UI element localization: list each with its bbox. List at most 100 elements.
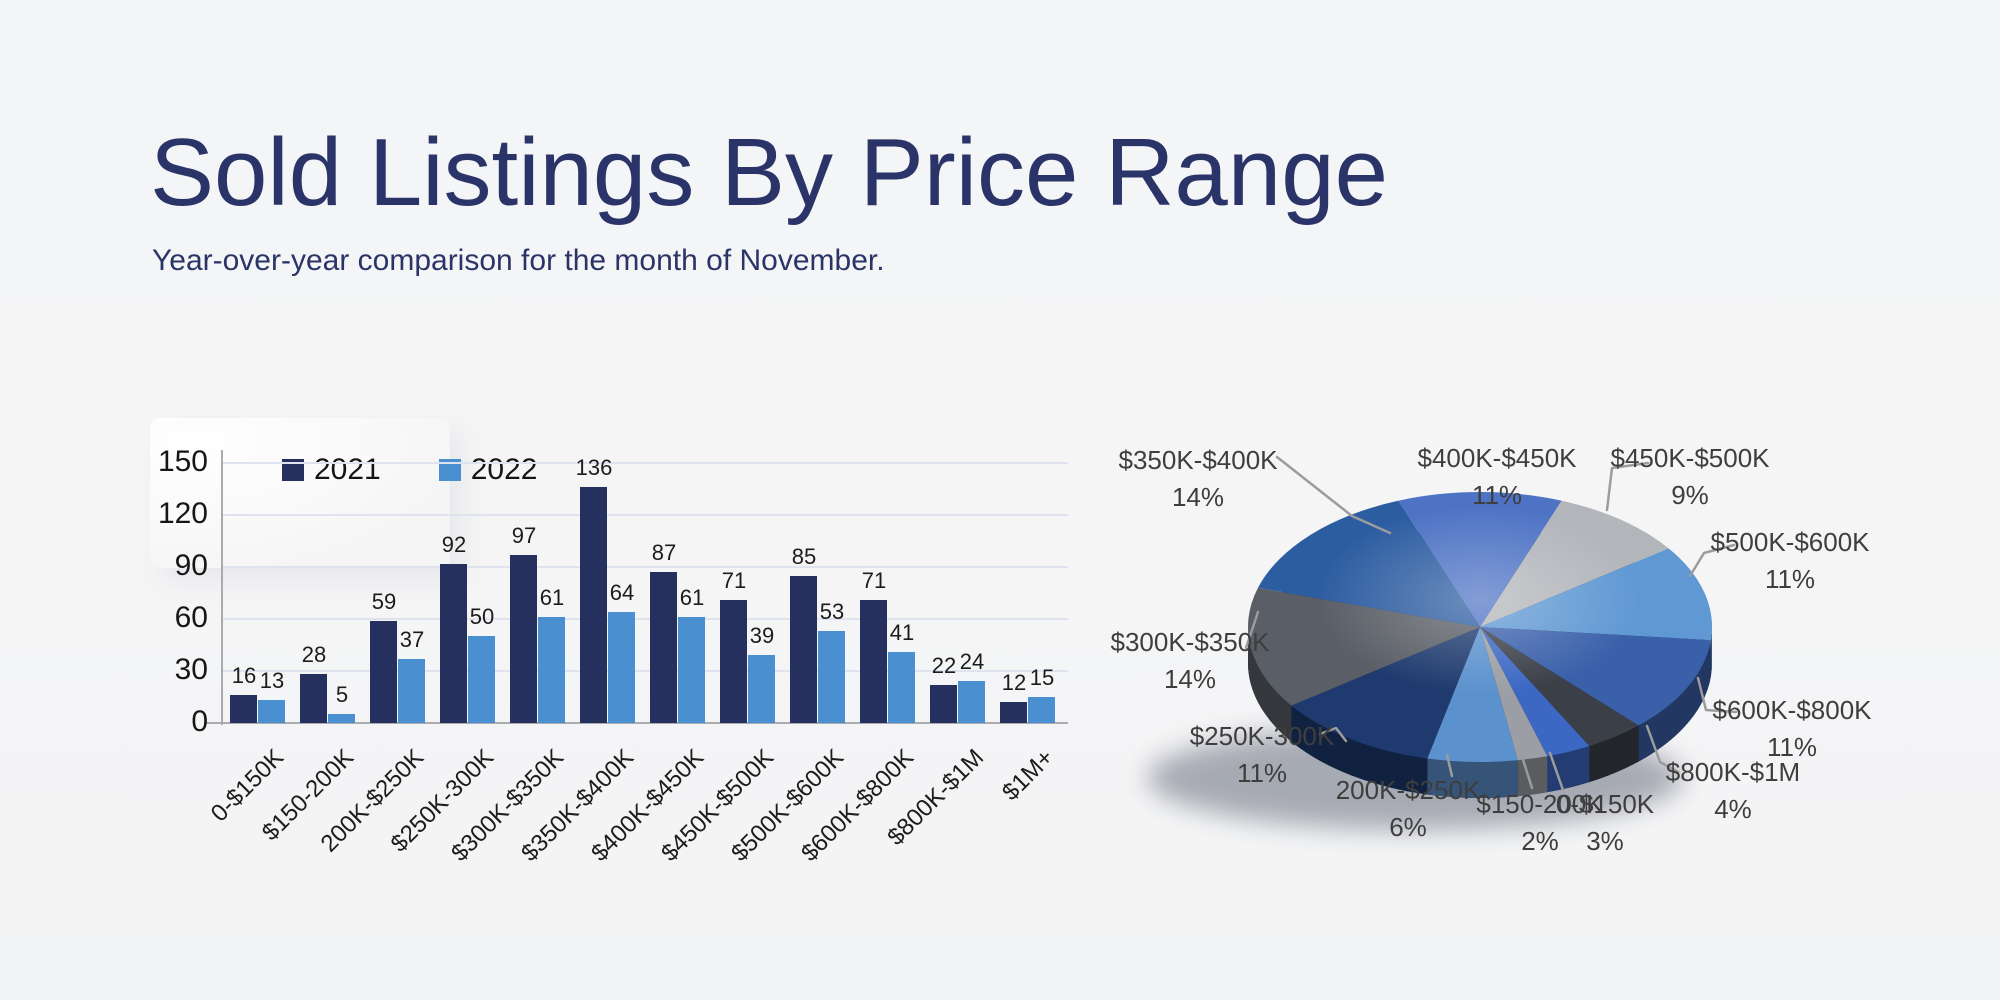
bar-value-2022: 15 bbox=[1029, 665, 1055, 690]
bar-2021-3 bbox=[440, 563, 467, 723]
bar-2021-0 bbox=[230, 695, 257, 723]
pie-slice-label-0: $400K-$450K 11% bbox=[1402, 440, 1592, 514]
pie-slice-label-8: $250K-300K 11% bbox=[1167, 718, 1357, 792]
y-axis-tick-label: 0 bbox=[191, 705, 208, 738]
bar-2022-2 bbox=[398, 658, 425, 723]
pie-slice-side-2 bbox=[1710, 627, 1713, 677]
bar-value-2021: 12 bbox=[1001, 670, 1027, 696]
pie-slice-side-4 bbox=[1589, 725, 1639, 783]
page-subtitle: Year-over-year comparison for the month … bbox=[152, 244, 885, 277]
y-axis-tick-label: 150 bbox=[157, 445, 208, 478]
pie-slice-label-text: $600K-$800K bbox=[1712, 695, 1872, 725]
pie-slice-label-9: $300K-$350K 14% bbox=[1095, 624, 1285, 698]
bar-value-2022: 61 bbox=[679, 585, 705, 611]
legend-item-2022: 2022 bbox=[438, 453, 538, 487]
bar-2022-8 bbox=[818, 631, 845, 723]
pie-slice-label-text: $150-200K bbox=[1476, 789, 1604, 819]
bar-value-2021: 97 bbox=[511, 522, 537, 548]
y-axis-tick-label: 60 bbox=[174, 601, 208, 634]
gridline-60 bbox=[223, 618, 1068, 620]
pie-slice-percent-text: 2% bbox=[1521, 826, 1559, 856]
bar-2021-10 bbox=[930, 684, 957, 723]
bar-value-2021: 92 bbox=[441, 531, 467, 557]
pie-slice-percent-text: 3% bbox=[1586, 826, 1624, 856]
pie-leader-line-10 bbox=[1275, 455, 1392, 535]
y-axis-line bbox=[221, 450, 223, 725]
pie-slice-percent-text: 11% bbox=[1236, 758, 1288, 788]
pie-leader-line-7 bbox=[1445, 753, 1454, 778]
pie-slice-side-3 bbox=[1638, 640, 1711, 762]
pie-slice-side-9 bbox=[1248, 627, 1292, 742]
gridline-30 bbox=[223, 670, 1068, 672]
legend-label-2022: 2022 bbox=[470, 453, 538, 486]
bar-value-2022: 61 bbox=[539, 585, 565, 611]
gridline-90 bbox=[223, 566, 1068, 568]
bar-value-2022: 50 bbox=[469, 604, 495, 630]
bar-2021-11 bbox=[1000, 702, 1027, 723]
bar-value-2021: 22 bbox=[931, 652, 957, 678]
pie-leader-line-8 bbox=[1318, 726, 1348, 743]
bar-2022-0 bbox=[258, 700, 285, 723]
pie-leader-line-3 bbox=[1696, 676, 1738, 714]
pie-slice-label-2: $500K-$600K 11% bbox=[1695, 524, 1885, 598]
pie-slice-percent-text: 11% bbox=[1764, 564, 1816, 594]
pie-slice-label-text: $250K-300K bbox=[1189, 721, 1335, 751]
bar-2021-9 bbox=[860, 599, 887, 723]
legend-label-2021: 2021 bbox=[314, 453, 381, 486]
y-axis-tick-label: 90 bbox=[174, 549, 208, 582]
bar-value-2022: 5 bbox=[335, 682, 349, 708]
bar-2022-4 bbox=[538, 617, 565, 723]
bar-2022-11 bbox=[1028, 697, 1055, 723]
pie-slice-label-text: $400K-$450K bbox=[1417, 443, 1577, 473]
pie-slice-label-4: $800K-$1M 4% bbox=[1638, 754, 1828, 828]
bar-2022-7 bbox=[748, 655, 775, 723]
legend-swatch-2022-icon bbox=[438, 459, 461, 481]
pie-slice-label-10: $350K-$400K 14% bbox=[1103, 442, 1293, 516]
pie-slice-label-1: $450K-$500K 9% bbox=[1595, 440, 1785, 514]
pie-leader-line-1 bbox=[1605, 461, 1650, 512]
pie-slice-label-text: 0-$150K bbox=[1555, 789, 1655, 819]
bar-2022-6 bbox=[678, 617, 705, 723]
bar-value-2021: 28 bbox=[301, 642, 327, 668]
pie-slice-label-text: $800K-$1M bbox=[1665, 757, 1801, 787]
pie-slice-label-7: 200K-$250K 6% bbox=[1313, 772, 1503, 846]
bar-2021-1 bbox=[300, 674, 327, 723]
pie-slice-percent-text: 14% bbox=[1163, 664, 1217, 694]
bar-2022-1 bbox=[328, 714, 355, 723]
bar-value-2021: 16 bbox=[231, 663, 257, 689]
bar-value-2022: 64 bbox=[609, 580, 635, 606]
pie-slice-label-text: $300K-$350K bbox=[1110, 627, 1270, 657]
bar-value-2021: 136 bbox=[575, 455, 613, 481]
bar-2022-3 bbox=[468, 636, 495, 723]
bar-2022-9 bbox=[888, 651, 915, 723]
page-title: Sold Listings By Price Range bbox=[150, 119, 1388, 226]
bar-2022-5 bbox=[608, 612, 635, 723]
bar-value-2022: 39 bbox=[749, 623, 775, 649]
chart-glow-card bbox=[150, 418, 450, 568]
x-axis-line bbox=[205, 722, 1068, 724]
bar-value-2022: 37 bbox=[399, 626, 425, 652]
pie-slice-side-5 bbox=[1547, 746, 1590, 793]
pie-slice-label-6: $150-200K 2% bbox=[1445, 786, 1635, 860]
pie-slice-label-text: $350K-$400K bbox=[1118, 445, 1278, 475]
bar-2021-4 bbox=[510, 554, 537, 723]
bar-2021-6 bbox=[650, 572, 677, 723]
pie-slice-percent-text: 11% bbox=[1766, 732, 1818, 762]
bar-value-2021: 71 bbox=[861, 567, 887, 593]
bar-value-2022: 13 bbox=[259, 668, 285, 694]
bar-value-2022: 53 bbox=[819, 599, 845, 625]
pie-slice-percent-text: 4% bbox=[1714, 794, 1752, 824]
gridline-120 bbox=[223, 514, 1068, 516]
bar-2021-5 bbox=[580, 487, 607, 723]
pie-leader-line-9 bbox=[1244, 610, 1260, 650]
pie-slice-label-3: $600K-$800K 11% bbox=[1697, 692, 1887, 766]
bar-2022-10 bbox=[958, 681, 985, 723]
bar-2021-2 bbox=[370, 620, 397, 723]
pie-leader-line-2 bbox=[1688, 543, 1736, 578]
pie-slice-label-text: 200K-$250K bbox=[1335, 775, 1481, 805]
pie-leader-line-5 bbox=[1548, 751, 1565, 792]
y-axis-tick-label: 30 bbox=[174, 653, 208, 686]
legend-swatch-2021-icon bbox=[282, 459, 304, 481]
pie-leader-line-6 bbox=[1517, 745, 1534, 790]
